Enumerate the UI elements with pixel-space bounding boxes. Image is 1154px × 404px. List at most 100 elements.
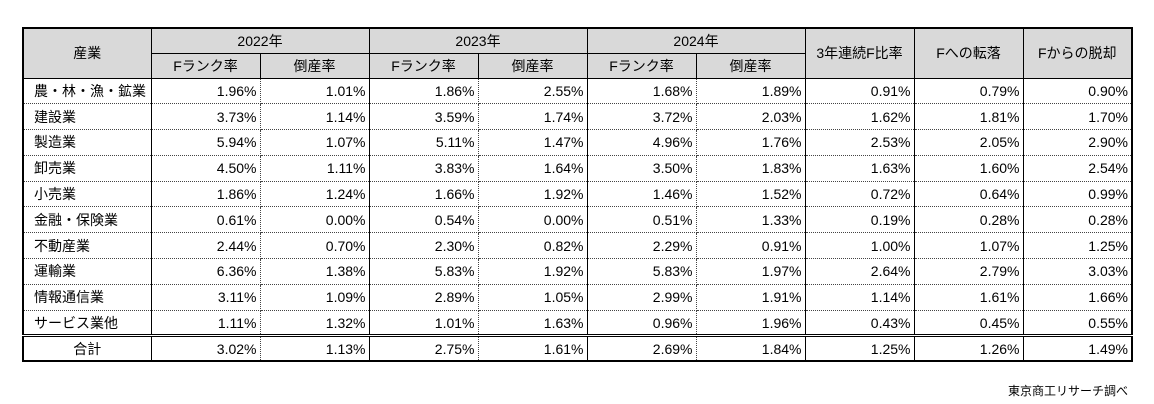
- cell-f-rank-2023: 0.54%: [368, 206, 479, 234]
- cell-fall-to-f: 1.81%: [913, 103, 1024, 131]
- cell-f-rank-2022: 1.96%: [150, 77, 261, 105]
- cell-f-rank-2023: 2.89%: [368, 283, 479, 311]
- cell-f-rank-2022: 6.36%: [150, 258, 261, 285]
- cell-fall-to-f: 1.07%: [913, 232, 1024, 260]
- cell-f-rank-2022: 1.11%: [150, 309, 261, 337]
- header-bankruptcy-rate-2024: 倒産率: [695, 52, 806, 79]
- table-row: 小売業 1.86% 1.24% 1.66% 1.92% 1.46% 1.52% 0.72% 0.…: [22, 180, 1133, 208]
- cell-bankruptcy-2024: 1.89%: [695, 77, 806, 105]
- cell-f-rank-2022: 3.73%: [150, 103, 261, 131]
- cell-f-rank-2023: 5.83%: [368, 258, 479, 285]
- cell-fall-to-f: 0.28%: [913, 206, 1024, 234]
- cell-exit-from-f: 3.03%: [1022, 258, 1133, 285]
- industry-label: 卸売業: [22, 154, 152, 182]
- table-row: 卸売業 4.50% 1.11% 3.83% 1.64% 3.50% 1.83% 1.63% 1.…: [22, 154, 1133, 182]
- cell-three-year-f: 1.00%: [804, 232, 915, 260]
- industry-label: サービス業他: [22, 309, 152, 337]
- cell-bankruptcy-2023: 0.00%: [477, 206, 588, 234]
- cell-bankruptcy-2022: 1.38%: [259, 258, 370, 285]
- cell-f-rank-2023: 3.59%: [368, 103, 479, 131]
- industry-label: 農・林・漁・鉱業: [22, 77, 152, 105]
- cell-bankruptcy-2022: 0.00%: [259, 206, 370, 234]
- cell-bankruptcy-2024: 0.91%: [695, 232, 806, 260]
- table-row: 不動産業 2.44% 0.70% 2.30% 0.82% 2.29% 0.91% 1.00% 1…: [22, 232, 1133, 260]
- cell-bankruptcy-2023: 1.92%: [477, 258, 588, 285]
- cell-f-rank-2023: 3.83%: [368, 154, 479, 182]
- cell-exit-from-f: 1.70%: [1022, 103, 1133, 131]
- header-bankruptcy-rate-2023: 倒産率: [477, 52, 588, 79]
- cell-bankruptcy-2022: 1.11%: [259, 154, 370, 182]
- cell-bankruptcy-2024: 1.84%: [695, 334, 806, 362]
- cell-f-rank-2024: 0.96%: [586, 309, 697, 337]
- header-f-rank-rate-2022: Fランク率: [150, 52, 261, 79]
- cell-bankruptcy-2022: 1.13%: [259, 334, 370, 362]
- cell-three-year-f: 1.62%: [804, 103, 915, 131]
- table-body: 農・林・漁・鉱業 1.96% 1.01% 1.86% 2.55% 1.68% 1.89% 0.…: [22, 77, 1133, 362]
- cell-exit-from-f: 0.28%: [1022, 206, 1133, 234]
- industry-label: 不動産業: [22, 232, 152, 260]
- cell-f-rank-2024: 1.68%: [586, 77, 697, 105]
- cell-f-rank-2024: 5.83%: [586, 258, 697, 285]
- industry-table: 産業 2022年 2023年 2024年 3年連続F比率 Fへの転落 Fからの脱…: [22, 27, 1133, 362]
- cell-bankruptcy-2024: 1.33%: [695, 206, 806, 234]
- cell-f-rank-2024: 3.50%: [586, 154, 697, 182]
- header-row-years: 産業 2022年 2023年 2024年 3年連続F比率 Fへの転落 Fからの脱…: [22, 27, 1133, 79]
- cell-fall-to-f: 0.79%: [913, 77, 1024, 105]
- cell-f-rank-2023: 2.75%: [368, 334, 479, 362]
- cell-fall-to-f: 0.64%: [913, 180, 1024, 208]
- header-exit-from-f: Fからの脱却: [1022, 27, 1133, 79]
- cell-fall-to-f: 1.60%: [913, 154, 1024, 182]
- cell-bankruptcy-2022: 1.24%: [259, 180, 370, 208]
- cell-bankruptcy-2024: 2.03%: [695, 103, 806, 131]
- cell-exit-from-f: 0.99%: [1022, 180, 1133, 208]
- header-year-2024: 2024年: [586, 27, 806, 54]
- cell-bankruptcy-2023: 1.05%: [477, 283, 588, 311]
- total-label: 合計: [22, 334, 152, 362]
- cell-three-year-f: 0.19%: [804, 206, 915, 234]
- cell-f-rank-2024: 2.29%: [586, 232, 697, 260]
- cell-bankruptcy-2022: 1.14%: [259, 103, 370, 131]
- cell-three-year-f: 0.91%: [804, 77, 915, 105]
- cell-fall-to-f: 1.61%: [913, 283, 1024, 311]
- cell-bankruptcy-2023: 2.55%: [477, 77, 588, 105]
- cell-bankruptcy-2023: 1.47%: [477, 129, 588, 156]
- cell-three-year-f: 0.72%: [804, 180, 915, 208]
- cell-three-year-f: 2.64%: [804, 258, 915, 285]
- cell-f-rank-2022: 4.50%: [150, 154, 261, 182]
- table-row: 情報通信業 3.11% 1.09% 2.89% 1.05% 2.99% 1.91% 1.14%…: [22, 283, 1133, 311]
- header-row-metrics: Fランク率 倒産率 Fランク率 倒産率 Fランク率 倒産率: [23, 52, 1132, 79]
- cell-bankruptcy-2024: 1.83%: [695, 154, 806, 182]
- cell-bankruptcy-2024: 1.96%: [695, 309, 806, 337]
- cell-f-rank-2023: 2.30%: [368, 232, 479, 260]
- cell-bankruptcy-2024: 1.76%: [695, 129, 806, 156]
- table-row: 製造業 5.94% 1.07% 5.11% 1.47% 4.96% 1.76% 2.53% 2.…: [22, 129, 1133, 156]
- cell-exit-from-f: 1.25%: [1022, 232, 1133, 260]
- cell-bankruptcy-2023: 0.82%: [477, 232, 588, 260]
- cell-f-rank-2024: 2.69%: [586, 334, 697, 362]
- header-year-2023: 2023年: [368, 27, 588, 54]
- industry-label: 運輸業: [22, 258, 152, 285]
- cell-bankruptcy-2024: 1.52%: [695, 180, 806, 208]
- header-three-year-f-ratio: 3年連続F比率: [804, 27, 915, 79]
- cell-bankruptcy-2023: 1.63%: [477, 309, 588, 337]
- cell-bankruptcy-2022: 1.01%: [259, 77, 370, 105]
- cell-exit-from-f: 2.90%: [1022, 129, 1133, 156]
- header-industry: 産業: [22, 27, 152, 79]
- cell-f-rank-2024: 2.99%: [586, 283, 697, 311]
- header-bankruptcy-rate-2022: 倒産率: [259, 52, 370, 79]
- cell-f-rank-2024: 4.96%: [586, 129, 697, 156]
- cell-three-year-f: 1.63%: [804, 154, 915, 182]
- cell-bankruptcy-2022: 1.07%: [259, 129, 370, 156]
- cell-three-year-f: 1.14%: [804, 283, 915, 311]
- cell-f-rank-2024: 1.46%: [586, 180, 697, 208]
- table-header: 産業 2022年 2023年 2024年 3年連続F比率 Fへの転落 Fからの脱…: [22, 27, 1133, 79]
- cell-bankruptcy-2023: 1.74%: [477, 103, 588, 131]
- table-row: 運輸業 6.36% 1.38% 5.83% 1.92% 5.83% 1.97% 2.64% 2.…: [22, 258, 1133, 285]
- cell-exit-from-f: 0.55%: [1022, 309, 1133, 337]
- cell-f-rank-2024: 0.51%: [586, 206, 697, 234]
- cell-f-rank-2022: 5.94%: [150, 129, 261, 156]
- cell-f-rank-2022: 3.02%: [150, 334, 261, 362]
- total-row: 合計 3.02% 1.13% 2.75% 1.61% 2.69% 1.84% 1.25% 1.2…: [22, 334, 1133, 362]
- cell-bankruptcy-2022: 0.70%: [259, 232, 370, 260]
- cell-bankruptcy-2022: 1.09%: [259, 283, 370, 311]
